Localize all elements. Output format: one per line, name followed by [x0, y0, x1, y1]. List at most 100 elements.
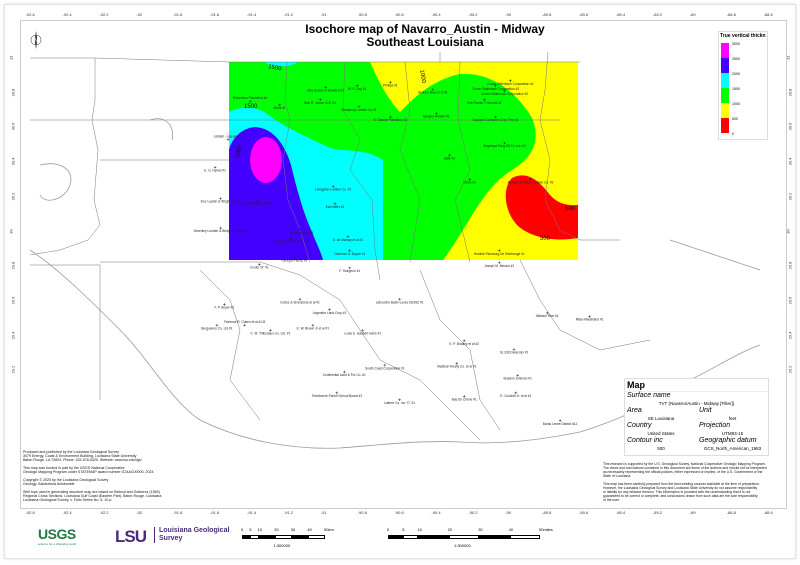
scale-bar-label: 10	[257, 527, 263, 532]
contour-label: 500	[540, 236, 551, 242]
well-symbol-icon	[529, 178, 532, 181]
contour-fill-0-500	[505, 175, 578, 240]
well-marker: Livingston Lumber Co. #1	[315, 185, 352, 192]
thickness-legend: True vertical thickn 3000 2500 2000 1500 100…	[718, 31, 768, 140]
surface-name-value: TVT (Navarro/Austin - Midway [Filter])	[658, 401, 735, 406]
well-marker: Boy Scouts of America #1	[308, 86, 344, 93]
legend-swatch	[721, 43, 729, 58]
well-marker: Humble Faubourg De Montrouge #1	[474, 249, 525, 256]
note-line: guaranteed to be correct or complete, an…	[603, 494, 758, 498]
well-symbol-icon	[289, 237, 293, 240]
well-symbol-icon	[293, 256, 296, 259]
note-line: This map was funded in part by the USGS …	[23, 466, 125, 470]
well-symbol-icon	[278, 103, 281, 107]
well-label: Humble Faubourg De Montrouge #1	[474, 252, 525, 256]
well-marker: Davis #1	[464, 178, 476, 185]
note-line: Baton Rouge, LA 70803. Phone: 225-578-53…	[23, 458, 142, 462]
well-label: Earl Miller #1	[326, 205, 345, 209]
well-marker: Burguieres Co. Ltd #1	[201, 323, 233, 330]
well-label: J. B. Stagleman #1	[287, 231, 314, 235]
well-symbol-icon	[348, 266, 352, 270]
scale-bar-segment	[250, 535, 259, 539]
well-marker: Bob R. Jones "A-8" #1	[304, 98, 336, 105]
well-marker: Crown Zellerbach Corporation #3	[472, 84, 519, 91]
longitude-tick-label: -89.4	[616, 510, 626, 515]
unit-value: feet	[728, 416, 737, 421]
longitude-tick-label: -91.6	[210, 12, 220, 17]
scale-bar-segment	[242, 535, 251, 539]
well-label: E. Cockrell Jr. et al #1	[500, 394, 531, 398]
contour-label: 500	[565, 206, 576, 212]
well-label: W. E. Day #1	[348, 87, 367, 91]
well-symbol-icon	[331, 185, 335, 188]
longitude-tick-label: -90.4	[431, 510, 441, 515]
well-symbol-icon	[223, 303, 226, 306]
note-line: Geology: Akinbobola Akinbonide	[23, 482, 75, 486]
well-symbol-icon	[346, 235, 350, 239]
map-info-box: Map Surface name TVT (Navarro/Austin - M…	[624, 378, 769, 456]
legend-swatch	[721, 73, 729, 88]
longitude-tick-label: -90.2	[468, 12, 478, 17]
well-symbol-icon	[588, 315, 591, 318]
well-label: Florence R. Cotten et al #1-B	[224, 320, 265, 324]
well-label: Bayland Container Corp. Fee #1	[473, 118, 519, 122]
contour-label: 1500	[244, 104, 258, 110]
well-marker: Murphy Ruhner #1	[423, 112, 450, 119]
well-marker: W. E. Day #1	[348, 84, 367, 91]
usgs-logo-text: USGS	[38, 526, 76, 542]
longitude-tick-label: -91.8	[173, 510, 183, 515]
well-marker: Cortez & Siverstone et al #1	[280, 297, 320, 304]
scale-bar-label: 10	[417, 527, 422, 532]
well-label: Phillips #1	[383, 83, 398, 87]
well-label: Legendre Land Corp #1	[313, 311, 347, 315]
compass-north-label: N	[34, 38, 38, 44]
well-label: Crown Zellerbach Corporation #3	[472, 87, 519, 91]
well-symbol-icon	[335, 391, 339, 395]
legend-level-label: 2500	[732, 57, 740, 61]
well-symbol-icon	[361, 329, 364, 332]
well-marker: Bogalusa Tung Oil Co. Inc. #1	[484, 141, 526, 148]
well-label: Bob R. Jones "A-8" #1	[304, 101, 336, 105]
longitude-tick-label: -89.6	[579, 510, 589, 515]
parish-boundaries	[29, 51, 651, 441]
well-marker: E. G. Hynes #1	[204, 166, 226, 173]
well-symbol-icon	[342, 370, 346, 374]
lgs-line1: Louisiana Geological	[159, 527, 230, 534]
longitude-tick-label: -90	[505, 12, 512, 17]
contour-inc-value: 500	[657, 446, 665, 451]
well-label: Burguieres Co. Ltd #1	[201, 326, 232, 330]
well-label: Cortez & Siverstone et al #1	[280, 300, 320, 304]
well-symbol-icon	[503, 89, 507, 93]
well-label: SL 330 Delacroix #1	[500, 351, 529, 355]
well-label: Alliance Rice #1	[536, 314, 559, 318]
legend-level-label: 1500	[732, 87, 740, 91]
scale-bar-label: 20	[447, 527, 453, 532]
well-symbol-icon	[219, 197, 222, 200]
well-label: Lafourche Basin Levee District #1	[376, 300, 424, 304]
usgs-tagline: science for a changing world	[38, 542, 77, 546]
well-marker: Sally #1	[444, 153, 455, 160]
note-line: The views and conclusions contained in t…	[603, 466, 767, 470]
scale-bar-label: 40	[307, 527, 312, 532]
well-label: E. W. Brown Jr et al #1	[297, 326, 330, 330]
well-label: Mrs Pansie T. Brooks #1	[467, 101, 502, 105]
well-label: Clarence G. Boyce #1	[334, 252, 365, 256]
well-symbol-icon	[219, 226, 222, 230]
contour-label: 1000	[418, 69, 426, 84]
country-label: Country	[627, 422, 652, 429]
well-marker: Robertson Plantation #1	[233, 96, 267, 103]
lgs-logo-text: Louisiana Geological Survey	[154, 527, 229, 543]
publication-notes: Produced and published by the Louisiana …	[23, 450, 161, 502]
well-symbol-icon	[468, 178, 472, 181]
well-marker: Cooks "A" #1	[250, 263, 269, 270]
scale-bar-segment	[275, 535, 292, 539]
well-label: Buras Levee District #12	[543, 422, 578, 426]
longitude-tick-label: -90.4	[431, 12, 441, 17]
compass-rose: N	[30, 31, 42, 49]
well-marker: SL 330 Delacroix #1	[500, 348, 529, 355]
legend-level-label: 0	[732, 132, 734, 136]
note-line: However, the Louisiana Geological Survey…	[603, 486, 758, 490]
scale-bar-label: 0	[387, 527, 390, 532]
legend-level-label: 3000	[732, 42, 740, 46]
note-line: 3079 Energy, Coast & Environment Buildin…	[23, 454, 137, 458]
